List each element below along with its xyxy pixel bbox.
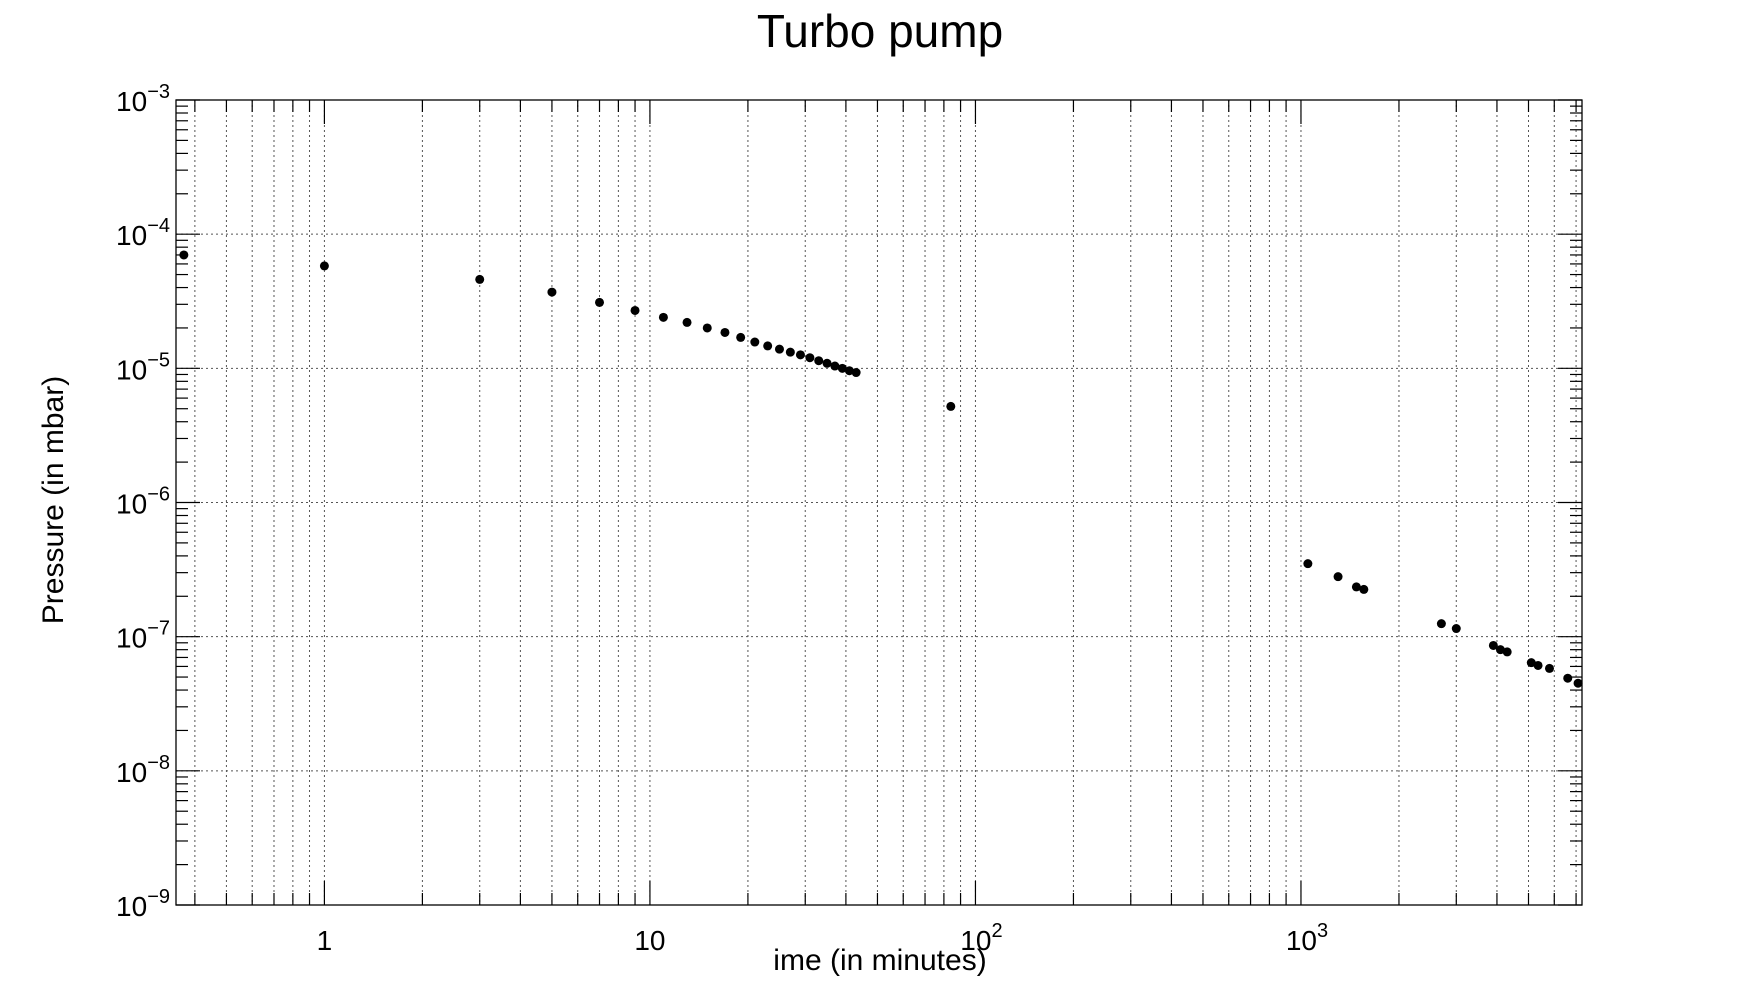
data-point bbox=[319, 261, 329, 271]
data-point bbox=[805, 353, 815, 363]
data-point bbox=[1526, 658, 1536, 668]
data-point bbox=[702, 323, 712, 333]
data-point bbox=[1544, 663, 1554, 673]
data-point bbox=[682, 317, 692, 327]
data-point bbox=[720, 327, 730, 337]
data-point bbox=[1502, 647, 1512, 657]
plot-frame bbox=[175, 99, 1583, 906]
data-point bbox=[1451, 624, 1461, 634]
data-point bbox=[795, 350, 805, 360]
y-tick-label: 10−6 bbox=[116, 484, 170, 520]
data-point bbox=[630, 305, 640, 315]
y-tick-label: 10−4 bbox=[116, 215, 170, 251]
data-point bbox=[763, 341, 773, 351]
y-tick-labels: 10−9 10−8 10−7 10−6 10−5 10−4 10−3 bbox=[116, 81, 170, 922]
y-tick-label: 10−8 bbox=[116, 752, 170, 788]
data-point bbox=[851, 368, 861, 378]
data-point bbox=[595, 297, 605, 307]
data-point bbox=[750, 337, 760, 347]
data-point bbox=[1533, 660, 1543, 670]
y-axis-label: Pressure (in mbar) bbox=[37, 376, 70, 624]
y-tick-label: 10−9 bbox=[116, 886, 170, 922]
data-point bbox=[1333, 572, 1343, 582]
data-point bbox=[844, 366, 854, 376]
y-tick-label: 10−7 bbox=[116, 618, 170, 654]
data-point bbox=[1436, 619, 1446, 629]
data-point bbox=[736, 332, 746, 342]
x-tick-label: 1 bbox=[317, 925, 333, 956]
x-tick-label: 103 bbox=[1286, 920, 1328, 956]
data-point bbox=[179, 250, 189, 260]
data-point bbox=[822, 358, 832, 368]
y-tick-label: 10−3 bbox=[116, 81, 170, 117]
x-axis-label: ime (in minutes) bbox=[773, 944, 986, 977]
data-point bbox=[1359, 584, 1369, 594]
data-point bbox=[1351, 582, 1361, 592]
x-tick-label: 102 bbox=[960, 920, 1002, 956]
x-tick-label: 10 bbox=[634, 925, 665, 956]
y-tick-label: 10−5 bbox=[116, 349, 170, 385]
data-point bbox=[658, 312, 668, 322]
chart-title: Turbo pump bbox=[757, 5, 1003, 57]
data-point bbox=[547, 287, 557, 297]
data-point bbox=[1488, 640, 1498, 650]
data-point bbox=[1563, 673, 1573, 683]
data-point bbox=[830, 361, 840, 371]
data-point bbox=[475, 274, 485, 284]
data-point bbox=[946, 401, 956, 411]
x-tick-labels: 1 10 102 103 bbox=[317, 920, 1328, 956]
data-point bbox=[837, 363, 847, 373]
data-point bbox=[814, 356, 824, 366]
data-point bbox=[774, 344, 784, 354]
data-point bbox=[1303, 559, 1313, 569]
data-point bbox=[785, 347, 795, 357]
data-points bbox=[179, 250, 1583, 688]
data-point bbox=[1573, 678, 1583, 688]
axis-ticks bbox=[176, 99, 1582, 906]
